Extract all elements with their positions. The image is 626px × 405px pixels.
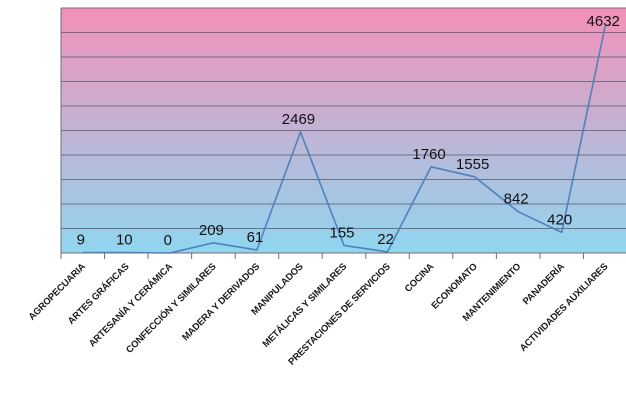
data-label: 842 [504,191,529,208]
data-label: 2469 [282,111,315,128]
series-line [82,25,606,254]
data-label: 209 [199,222,224,239]
category-label: PANADERÍA [521,261,567,307]
x-axis [60,252,626,259]
data-label: 155 [329,224,354,241]
data-label: 9 [77,232,85,249]
data-label: 61 [247,229,264,246]
category-label: ARTESANÍA Y CERÁMICA [87,261,175,349]
category-label: ACTIVIDADES AUXILIARES [518,261,611,354]
category-label: COCINA [403,261,437,295]
category-label: METÁLICAS Y SIMILARES [261,261,350,350]
data-label: 1760 [412,146,445,163]
data-label: 10 [116,232,133,249]
category-label: MADERA Y DERIVADOS [180,261,262,343]
data-label: 1555 [456,156,489,173]
data-labels: 9 10 0 209 61 2469 155 22 1760 1555 842 420 4632 [77,13,620,249]
data-label: 0 [164,232,172,249]
data-label: 420 [547,211,572,228]
category-label: CONFECCIÓN Y SIMILARES [123,261,218,356]
data-label: 22 [377,231,394,248]
data-label: 4632 [587,13,620,30]
